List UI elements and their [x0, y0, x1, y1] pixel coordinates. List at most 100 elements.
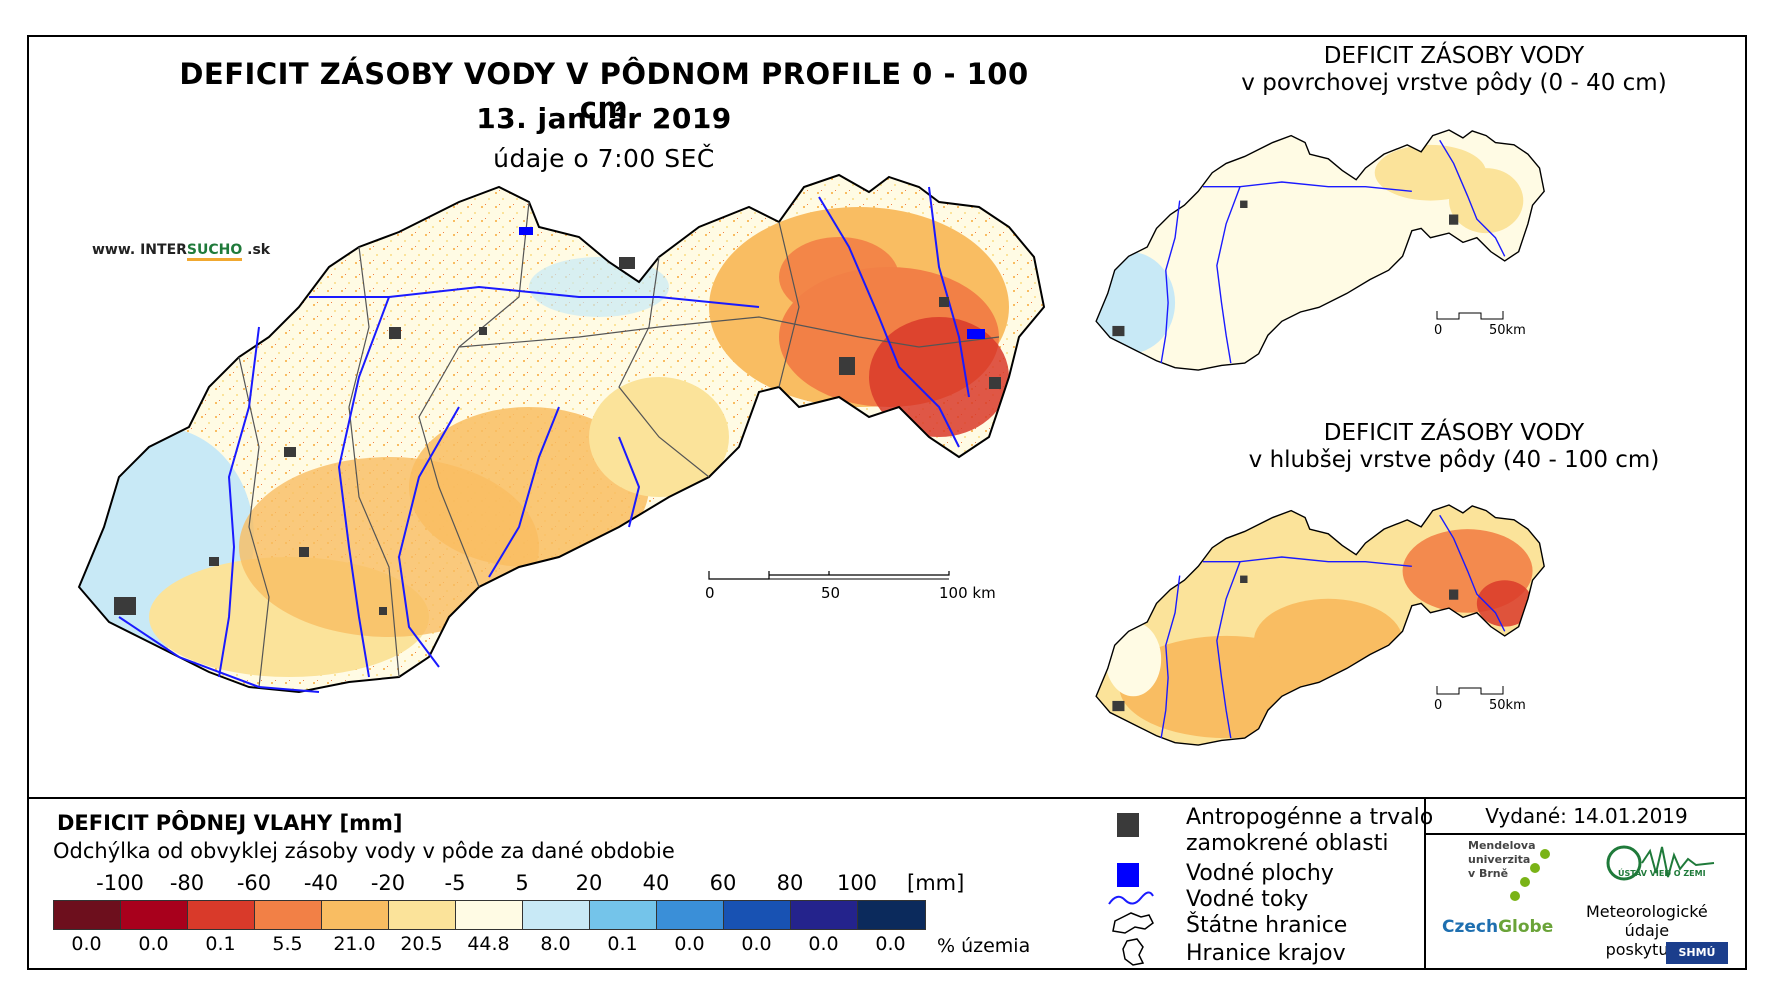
state-border	[77, 173, 1046, 694]
inset-deep-title-line1: DEFICIT ZÁSOBY VODY	[1323, 420, 1585, 446]
legend-swatch	[121, 901, 188, 929]
legend-swatch	[456, 901, 523, 929]
meteo-line1: Meteorologické	[1586, 902, 1708, 921]
scale-tick-100: 100 km	[939, 584, 996, 602]
symbol-urban-line2: zamokrené oblasti	[1186, 831, 1389, 856]
legend-swatch	[858, 901, 925, 929]
legend-tick: -80	[169, 871, 205, 895]
credits-panel: Vydané: 14.01.2019 Mendelova univerzita …	[1424, 799, 1747, 970]
inset-surface-map	[1095, 129, 1545, 371]
inset-deep-scale: 0 50km	[1434, 686, 1526, 713]
main-map	[77, 173, 1046, 694]
inset-surface-scale: 0 50km	[1434, 311, 1526, 338]
map-area: DEFICIT ZÁSOBY VODY V PÔDNOM PROFILE 0 -…	[29, 37, 1745, 795]
uvz-label: ÚSTAV VIED O ZEMI	[1618, 869, 1706, 878]
legend-swatch	[322, 901, 389, 929]
legend-pct-value: 21.0	[333, 933, 376, 955]
region-symbol-icon	[1122, 938, 1145, 966]
legend-swatch	[724, 901, 791, 929]
symbol-label-region-border: Hranice krajov	[1186, 941, 1346, 966]
water-bodies	[519, 227, 985, 339]
legend-color-scale	[53, 900, 926, 930]
region-borders	[238, 201, 1000, 688]
mendel-line3: v Brně	[1468, 867, 1509, 880]
map-title: DEFICIT ZÁSOBY VODY V PÔDNOM PROFILE 0 -…	[179, 57, 1029, 125]
urban-areas	[114, 257, 1001, 615]
mendel-line1: Mendelova	[1468, 839, 1536, 852]
map-date: 13. január 2019	[476, 102, 732, 135]
legend-tick: 80	[776, 871, 804, 895]
legend-percentages: 0.0 0.0 0.1 5.5 21.0 20.5 44.8 8.0 0.1 0.0 0.0 0.0 0…	[53, 933, 924, 959]
inset-deep-scale-0: 0	[1434, 698, 1442, 713]
symbol-label-water: Vodné plochy	[1186, 861, 1334, 886]
meteo-credit: Meteorologické údaje poskytuje:	[1586, 902, 1708, 959]
czechglobe-logo: CzechGlobe	[1442, 917, 1553, 937]
legend-tick: 20	[575, 871, 603, 895]
legend-pct-value: 0.0	[71, 933, 102, 955]
brand-suffix: .sk	[242, 242, 271, 258]
inset-deep-title-line2: v hlubšej vrstve pôdy (40 - 100 cm)	[1248, 447, 1660, 473]
symbol-label-rivers: Vodné toky	[1186, 887, 1309, 912]
legend-tick: -5	[444, 871, 466, 895]
shmu-logo: SHMÚ	[1666, 942, 1728, 964]
scale-tick-0: 0	[705, 584, 715, 602]
water-symbol-icon	[1117, 863, 1139, 887]
czechglobe-part1: Czech	[1442, 917, 1499, 937]
legend-pct-value: 8.0	[540, 933, 571, 955]
map-frame: DEFICIT ZÁSOBY VODY V PÔDNOM PROFILE 0 -…	[27, 35, 1747, 970]
legend-swatch	[590, 901, 657, 929]
intersucho-brand[interactable]: www. INTERSUCHO .sk	[92, 242, 270, 261]
legend-pct-value: 44.8	[467, 933, 510, 955]
legend-tick: 40	[642, 871, 670, 895]
meteo-line2: údaje	[1624, 921, 1670, 940]
legend-tick: 60	[709, 871, 737, 895]
legend-swatch	[389, 901, 456, 929]
legend-pct-value: 0.0	[138, 933, 169, 955]
inset-deep-map	[1095, 504, 1545, 746]
legend-swatch	[188, 901, 255, 929]
legend-tick: 100	[836, 871, 878, 895]
issued-date: Vydané: 14.01.2019	[1426, 799, 1747, 835]
inset-surface-title-line2: v povrchovej vrstve pôdy (0 - 40 cm)	[1241, 70, 1667, 96]
legend-panel: DEFICIT PÔDNEJ VLAHY [mm] Odchýlka od ob…	[29, 797, 1747, 970]
legend-title: DEFICIT PÔDNEJ VLAHY [mm]	[57, 811, 403, 835]
legend-unit: [mm]	[907, 871, 965, 895]
legend-ticks: -100 -80 -60 -40 -20 -5 5 20 40 60 80 10…	[65, 871, 965, 897]
symbol-label-urban: Antropogénne a trvalo zamokrené oblasti	[1186, 805, 1433, 857]
main-scale-bar: 0 50 100 km	[705, 571, 996, 602]
scale-tick-50: 50	[821, 584, 840, 602]
legend-swatch	[54, 901, 121, 929]
legend-pct-value: 0.1	[205, 933, 236, 955]
legend-tick: 5	[515, 871, 529, 895]
mendel-dots-icon	[1510, 849, 1550, 901]
border-symbol-icon	[1112, 912, 1154, 934]
inset-surface-title-line1: DEFICIT ZÁSOBY VODY	[1323, 43, 1585, 69]
legend-pct-unit: % územia	[937, 935, 1031, 957]
urban-symbol-icon	[1117, 813, 1139, 837]
legend-pct-value: 0.0	[875, 933, 906, 955]
river-symbol-icon	[1108, 891, 1154, 905]
mendel-line2: univerzita	[1468, 853, 1531, 866]
symbol-label-state-border: Štátne hranice	[1186, 913, 1348, 938]
legend-pct-value: 5.5	[272, 933, 303, 955]
legend-pct-value: 0.1	[607, 933, 638, 955]
legend-tick: -60	[236, 871, 272, 895]
uvz-logo-icon	[1606, 845, 1715, 881]
legend-pct-value: 0.0	[808, 933, 839, 955]
legend-pct-value: 20.5	[400, 933, 443, 955]
inset-deep-title: DEFICIT ZÁSOBY VODY v hlubšej vrstve pôd…	[1194, 420, 1714, 474]
brand-accent: SUCHO	[186, 242, 243, 261]
symbol-urban-line1: Antropogénne a trvalo	[1186, 805, 1434, 830]
legend-swatch	[657, 901, 724, 929]
legend-tick: -40	[303, 871, 339, 895]
legend-tick: -100	[96, 871, 144, 895]
legend-pct-value: 0.0	[741, 933, 772, 955]
brand-prefix: www. INTER	[92, 242, 187, 258]
legend-swatch	[791, 901, 858, 929]
czechglobe-part2: Globe	[1498, 917, 1554, 937]
inset-surface-scale-50: 50km	[1489, 323, 1526, 338]
legend-pct-value: 0.0	[674, 933, 705, 955]
rivers	[118, 186, 970, 693]
legend-tick: -20	[370, 871, 406, 895]
mendel-university-logo: Mendelova univerzita v Brně	[1468, 839, 1536, 881]
